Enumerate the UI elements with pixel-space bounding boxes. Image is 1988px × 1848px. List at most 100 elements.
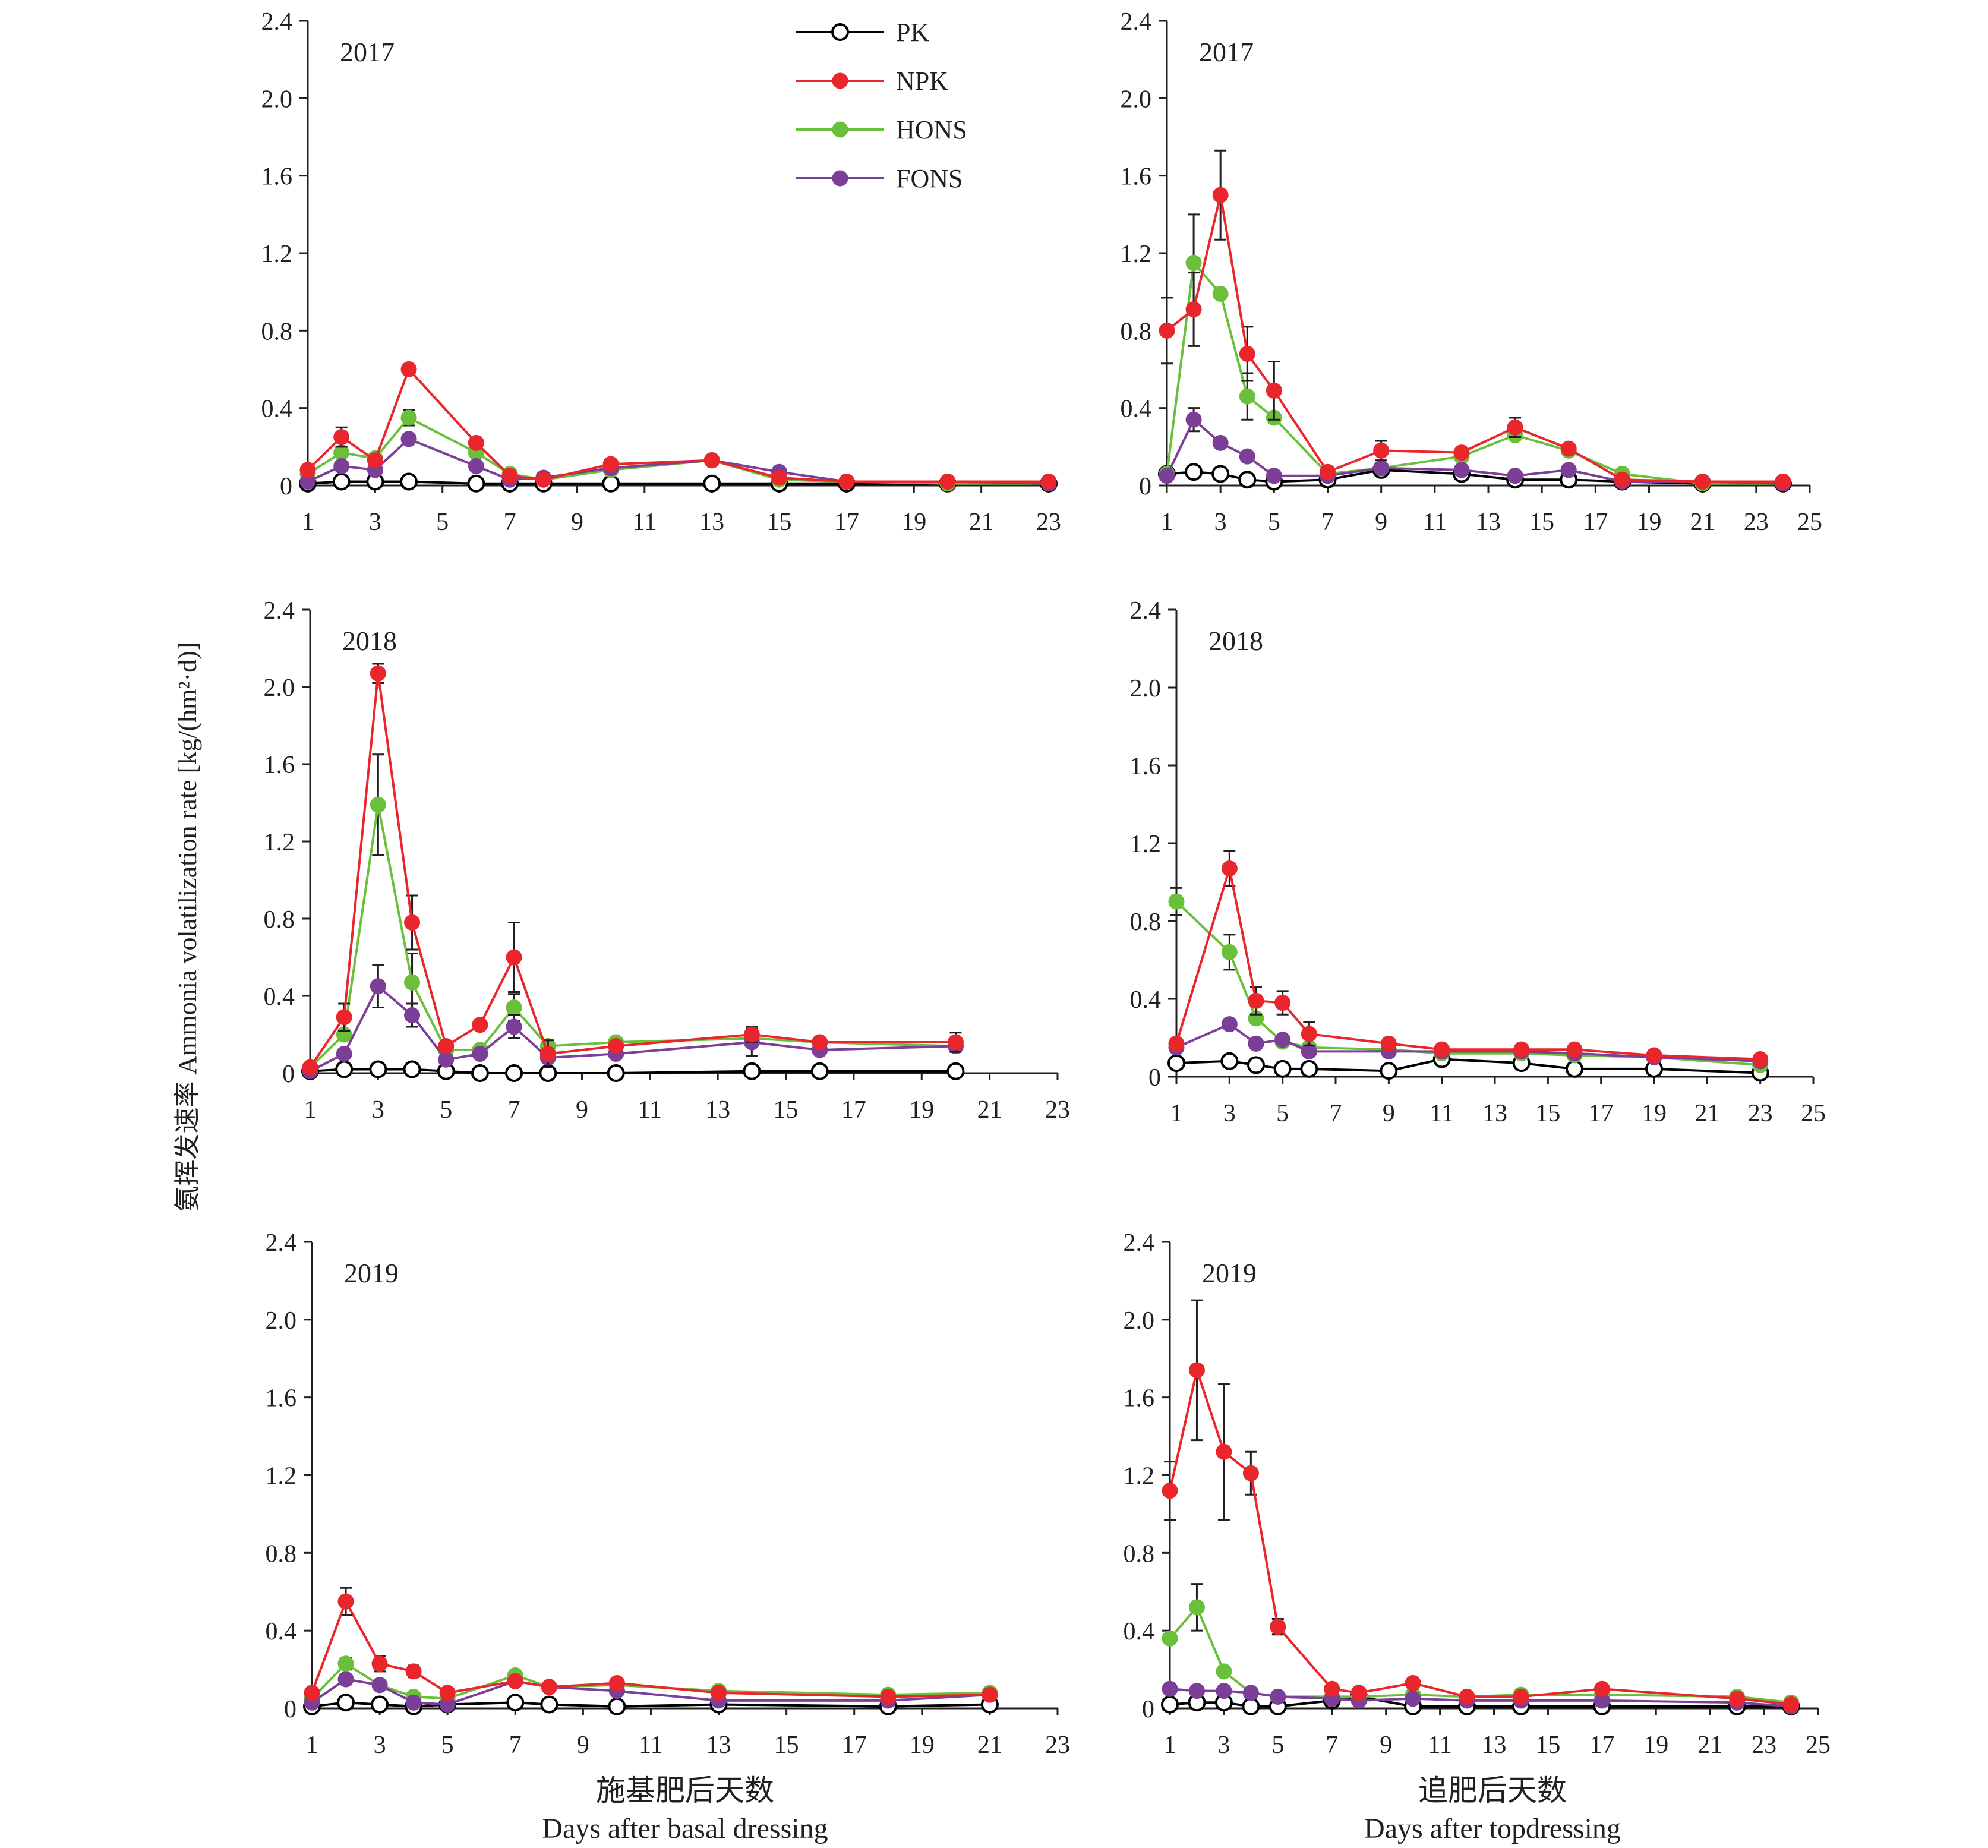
- legend-marker: [832, 72, 848, 89]
- y-tick-label: 2.4: [264, 597, 295, 625]
- data-point: [1162, 1680, 1178, 1697]
- x-tick-label: 21: [977, 1732, 1002, 1759]
- panel-1: 00.40.81.21.62.02.41 3 5 7 9 11 13 15 17 19 21 2320…: [261, 8, 1062, 536]
- x-tick-label: 7: [1326, 1732, 1338, 1759]
- x-tick-label: 21: [1694, 1100, 1719, 1127]
- series-line: [307, 416, 1049, 485]
- y-tick-label: 2.4: [1124, 1229, 1155, 1257]
- data-point: [405, 1694, 422, 1711]
- data-point: [602, 474, 620, 493]
- data-point: [711, 1685, 727, 1701]
- x-tick-label: 19: [909, 1096, 934, 1124]
- data-point: [302, 1059, 318, 1076]
- x-tick-label: 15: [767, 509, 792, 536]
- data-point: [838, 473, 855, 490]
- x-tick-label: 5: [1271, 1732, 1284, 1759]
- data-point: [404, 1007, 421, 1023]
- data-point: [1159, 468, 1175, 484]
- series-line: [309, 673, 956, 1068]
- data-point: [1212, 187, 1229, 203]
- data-point: [371, 1655, 388, 1672]
- x-tick-label: 15: [1535, 1732, 1560, 1759]
- data-point: [332, 472, 351, 491]
- data-point: [506, 1018, 522, 1035]
- y-tick-label: 2.0: [1124, 1307, 1155, 1335]
- data-point: [1185, 301, 1202, 317]
- data-point: [1185, 463, 1203, 481]
- data-point: [337, 1694, 355, 1712]
- x-tick-label: 13: [1482, 1100, 1507, 1127]
- data-point: [1560, 440, 1577, 457]
- x-tick-label: 21: [1697, 1732, 1722, 1759]
- data-point: [1694, 473, 1711, 490]
- x-tick-label: 13: [705, 1096, 730, 1124]
- series-line: [1169, 1365, 1791, 1706]
- y-tick-label: 1.2: [264, 829, 295, 856]
- data-point: [743, 1026, 760, 1043]
- series-line: [310, 984, 956, 1073]
- data-point: [1273, 1059, 1292, 1078]
- x-tick-label: 25: [1797, 509, 1822, 536]
- x-tick-label: 17: [834, 509, 859, 536]
- x-tick-label: 11: [639, 1732, 662, 1759]
- data-point: [1566, 1041, 1583, 1058]
- series-fons: [302, 964, 964, 1080]
- x-tick-label: 1: [1161, 509, 1173, 536]
- y-axis-label: 氨挥发速率 Ammonia volatilization rate [kg/(h…: [173, 642, 202, 1212]
- data-point: [304, 1685, 320, 1701]
- data-point: [468, 434, 484, 451]
- data-point: [400, 361, 417, 377]
- y-tick-label: 0.8: [264, 906, 295, 934]
- data-point: [438, 1038, 455, 1054]
- panels: 00.40.81.21.62.02.41 3 5 7 9 11 13 15 17 19 21 2320…: [261, 8, 1831, 1759]
- data-point: [403, 1060, 421, 1078]
- x-tick-label: 11: [1423, 509, 1447, 536]
- data-point: [1238, 471, 1257, 489]
- y-tick-label: 0.4: [264, 983, 295, 1011]
- y-tick-label: 2.0: [1130, 675, 1162, 702]
- x-tick-label: 23: [1045, 1096, 1070, 1124]
- y-tick-label: 0.8: [1121, 318, 1152, 345]
- y-tick-label: 1.6: [1121, 163, 1152, 191]
- data-point: [939, 473, 956, 490]
- data-point: [539, 1046, 556, 1062]
- data-point: [1507, 468, 1523, 484]
- data-point: [602, 456, 619, 472]
- data-point: [1161, 1695, 1179, 1714]
- legend-label: PK: [896, 18, 929, 47]
- data-point: [1221, 860, 1238, 877]
- data-point: [438, 1051, 455, 1068]
- data-point: [370, 978, 386, 995]
- data-point: [1453, 444, 1470, 461]
- data-point: [541, 1679, 557, 1695]
- data-point: [400, 472, 418, 491]
- panel-title: 2019: [1202, 1258, 1257, 1288]
- x-tick-label: 1: [306, 1732, 318, 1759]
- x-tick-label: 5: [1268, 509, 1280, 536]
- y-tick-label: 2.4: [1130, 597, 1162, 625]
- data-point: [1168, 893, 1185, 910]
- data-point: [1188, 1599, 1205, 1616]
- y-tick-label: 0.8: [266, 1540, 297, 1568]
- data-point: [1212, 285, 1229, 302]
- series-line: [1175, 900, 1760, 1067]
- x-tick-label: 5: [1276, 1100, 1289, 1127]
- data-point: [371, 1677, 388, 1694]
- x-tick-label: 1: [304, 1096, 317, 1124]
- data-point: [370, 665, 386, 682]
- data-point: [1266, 468, 1282, 484]
- data-point: [1185, 411, 1202, 428]
- x-tick-label: 23: [1752, 1732, 1776, 1759]
- panel-5: 00.40.81.21.62.02.41 3 5 7 9 11 13 15 17 19 21 2320…: [266, 1229, 1071, 1759]
- panel-3: 00.40.81.21.62.02.41 3 5 7 9 11 13 15 17 19 21 2320…: [264, 597, 1071, 1124]
- data-point: [771, 469, 788, 486]
- data-point: [1242, 1697, 1260, 1715]
- x-tick-label: 3: [1217, 1732, 1230, 1759]
- x-tick-label: 3: [1214, 509, 1227, 536]
- data-point: [880, 1688, 897, 1705]
- y-tick-label: 0: [282, 1061, 295, 1088]
- y-tick-label: 0.4: [1124, 1618, 1155, 1645]
- data-point: [472, 1017, 488, 1033]
- y-tick-label: 0.8: [1124, 1540, 1155, 1568]
- legend-marker: [831, 23, 849, 41]
